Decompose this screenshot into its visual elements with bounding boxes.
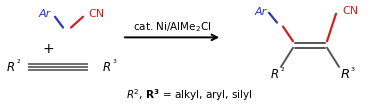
Text: $^2$: $^2$	[280, 66, 286, 75]
Text: $R$: $R$	[340, 68, 350, 81]
Text: Ar: Ar	[39, 9, 51, 19]
Text: Ar: Ar	[255, 7, 267, 17]
Text: $^3$: $^3$	[350, 66, 356, 75]
Text: $^2$: $^2$	[16, 58, 22, 67]
Text: CN: CN	[88, 9, 104, 19]
Text: $R$: $R$	[271, 68, 279, 81]
Text: $^3$: $^3$	[112, 58, 118, 67]
Text: CN: CN	[342, 6, 358, 16]
Text: cat. Ni/AlMe$_2$Cl: cat. Ni/AlMe$_2$Cl	[133, 21, 211, 34]
Text: $R$: $R$	[102, 61, 112, 74]
Text: $R^2$, $\mathbf{R^3}$ = alkyl, aryl, silyl: $R^2$, $\mathbf{R^3}$ = alkyl, aryl, sil…	[125, 87, 253, 103]
Text: +: +	[42, 42, 54, 56]
Text: $R$: $R$	[6, 61, 15, 74]
